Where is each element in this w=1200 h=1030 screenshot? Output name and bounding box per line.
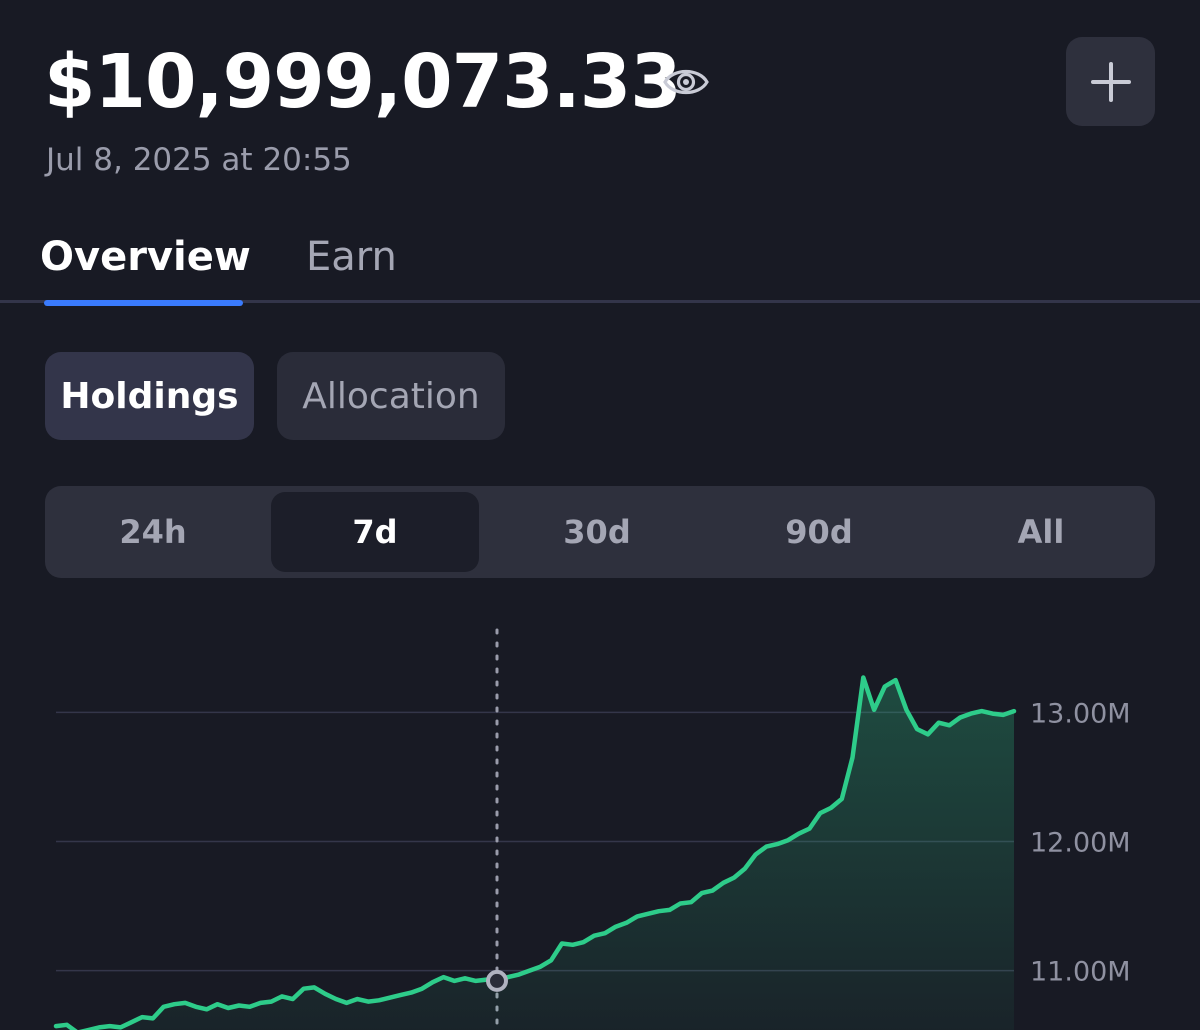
range-24h-button[interactable]: 24h [119,513,187,551]
plus-icon [1090,61,1131,102]
y-axis-labels: 13.00M 12.00M 11.00M [1030,698,1131,987]
range-7d-button[interactable]: 7d [271,492,479,572]
y-tick-label: 12.00M [1030,827,1131,858]
add-button[interactable] [1066,37,1155,126]
range-90d-button[interactable]: 90d [785,513,853,551]
portfolio-chart[interactable]: 13.00M 12.00M 11.00M [0,600,1200,1030]
toggle-visibility-button[interactable] [660,60,712,104]
chart-series-line [53,675,1017,1030]
chart-area-fill [56,677,1014,1030]
allocation-button[interactable]: Allocation [277,352,505,440]
tab-active-indicator [44,300,243,306]
range-30d-button[interactable]: 30d [563,513,631,551]
time-range-selector: 24h 7d 30d 90d All [45,486,1155,578]
tab-overview[interactable]: Overview [40,234,251,280]
range-all-button[interactable]: All [1017,513,1065,551]
portfolio-balance: $10,999,073.33 [44,39,682,125]
tabs-divider [0,300,1200,303]
holdings-button[interactable]: Holdings [45,352,254,440]
tab-earn[interactable]: Earn [306,234,397,280]
y-tick-label: 11.00M [1030,957,1131,988]
chart-cursor-dot[interactable] [486,969,508,992]
y-tick-label: 13.00M [1030,698,1131,729]
balance-timestamp: Jul 8, 2025 at 20:55 [46,142,352,178]
eye-icon [663,69,709,95]
